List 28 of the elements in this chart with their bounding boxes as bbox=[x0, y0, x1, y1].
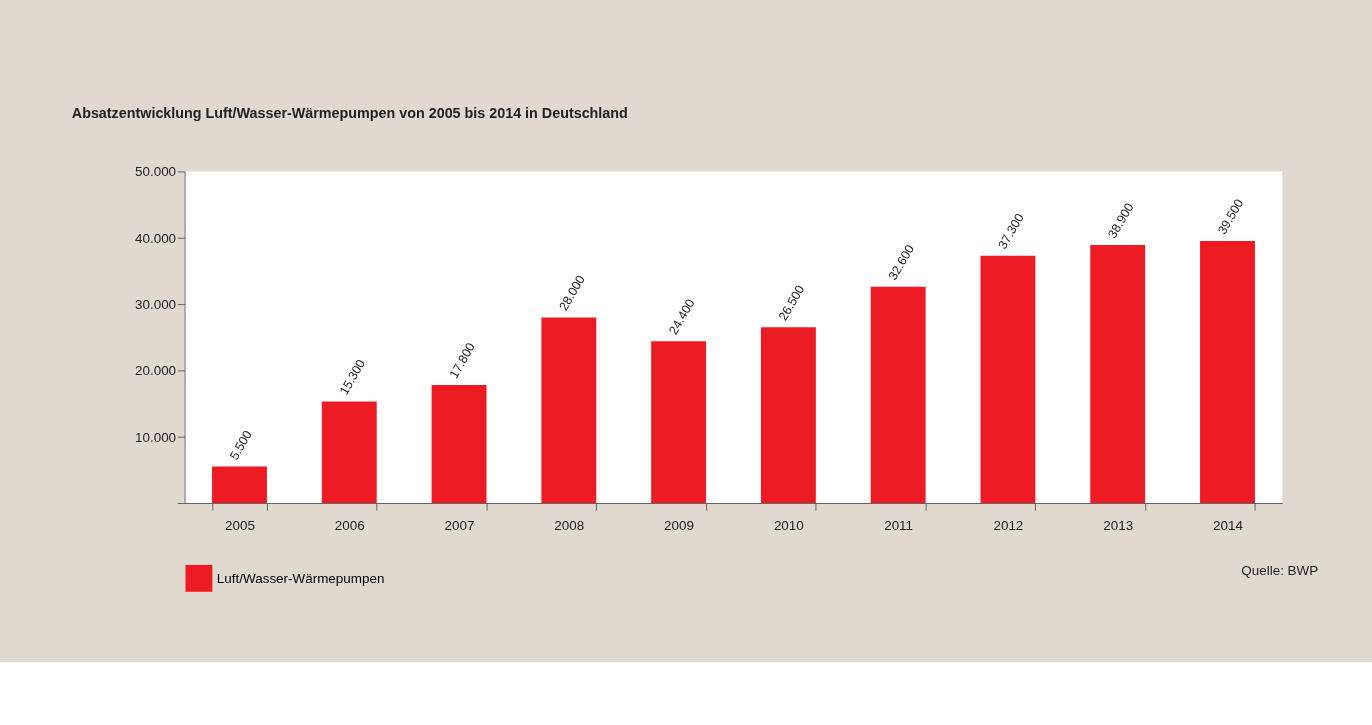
x-tick-label: 2013 bbox=[1103, 518, 1134, 534]
x-tick-label: 2010 bbox=[773, 518, 804, 534]
bar bbox=[870, 286, 926, 504]
y-tick-label: 50.000 bbox=[134, 164, 177, 180]
y-tick-label: 40.000 bbox=[134, 230, 177, 246]
bar bbox=[760, 327, 816, 504]
bar bbox=[651, 341, 707, 504]
chart-title: Absatzentwicklung Luft/Wasser-Wärmepumpen von 2005 bis 2014 in Deutschland bbox=[71, 104, 628, 121]
bar bbox=[541, 317, 597, 504]
y-tick-label: 30.000 bbox=[134, 297, 177, 313]
source-note: Quelle: BWP bbox=[1241, 562, 1319, 578]
bar bbox=[1090, 245, 1146, 504]
bar bbox=[212, 466, 267, 504]
x-tick-label: 2012 bbox=[993, 518, 1024, 534]
x-tick-label: 2005 bbox=[224, 518, 255, 534]
x-tick-label: 2008 bbox=[554, 518, 585, 534]
bar bbox=[1200, 241, 1255, 504]
x-tick-label: 2007 bbox=[444, 518, 475, 534]
x-tick-label: 2009 bbox=[664, 518, 695, 534]
y-tick-label: 20.000 bbox=[134, 363, 177, 379]
x-tick-label: 2006 bbox=[334, 518, 365, 534]
legend-label: Luft/Wasser-Wärmepumpen bbox=[216, 570, 385, 586]
x-tick-label: 2014 bbox=[1212, 518, 1244, 534]
bar bbox=[431, 385, 487, 504]
y-tick-label: 10.000 bbox=[134, 429, 177, 445]
bar bbox=[321, 401, 377, 504]
x-tick-label: 2011 bbox=[884, 518, 914, 534]
bar bbox=[980, 255, 1036, 504]
